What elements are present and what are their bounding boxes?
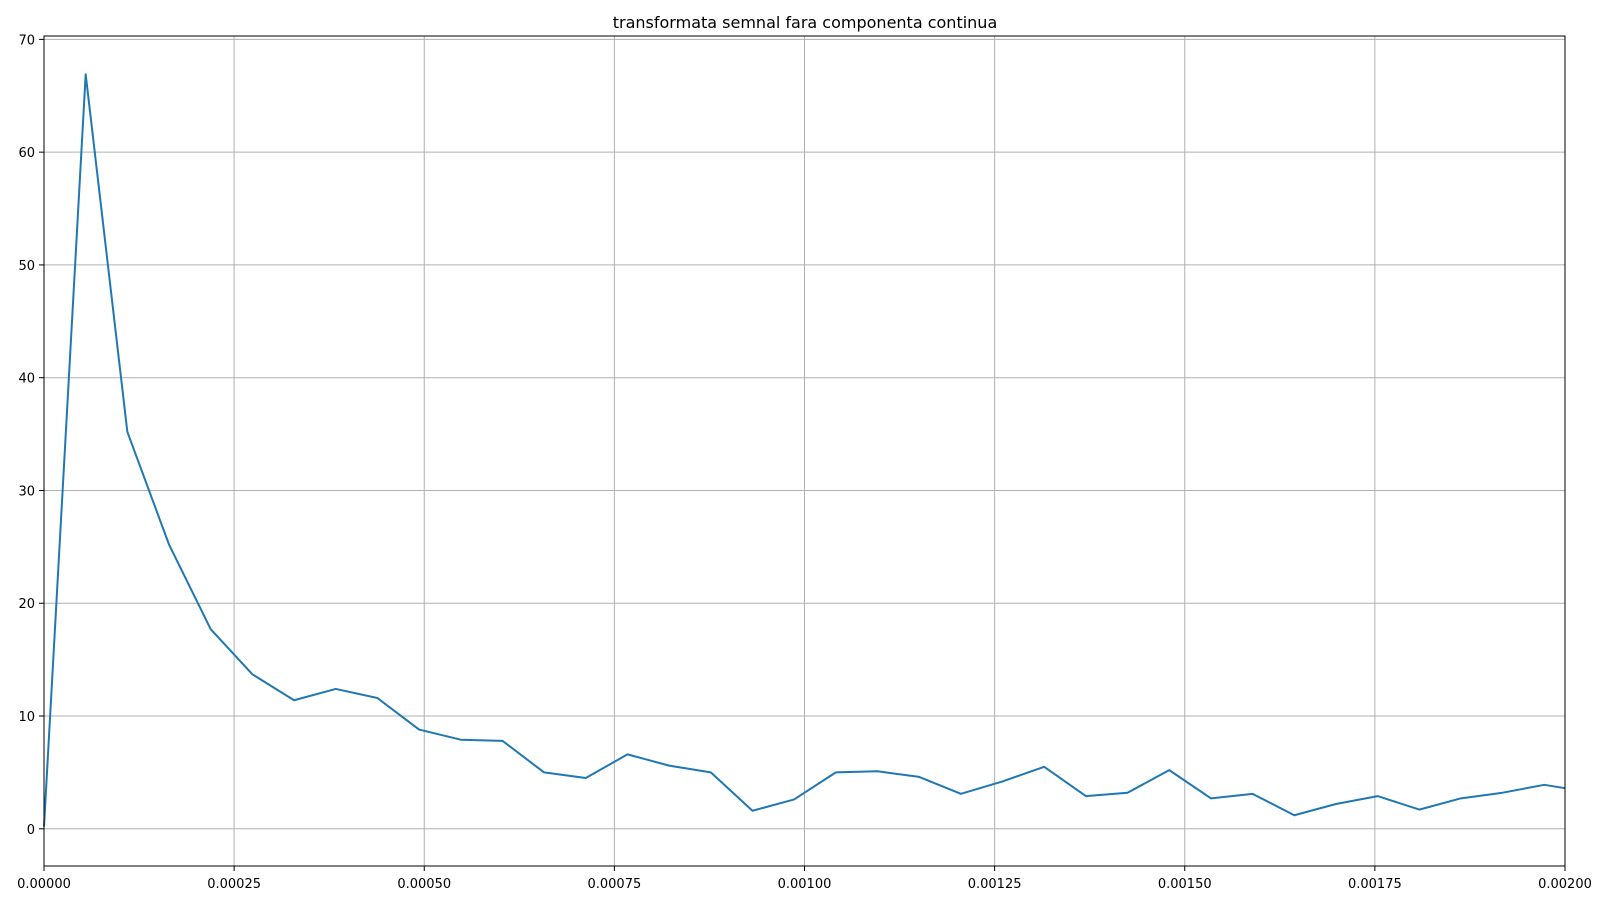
grid <box>44 36 1565 866</box>
x-tick-label: 0.00125 <box>968 877 1022 892</box>
y-tick-label: 50 <box>18 259 35 274</box>
y-tick-label: 40 <box>18 372 35 387</box>
x-tick-label: 0.00150 <box>1158 877 1212 892</box>
x-tick-label: 0.00050 <box>397 877 451 892</box>
x-tick-label: 0.00025 <box>207 877 261 892</box>
x-axis: 0.00000 0.00025 0.00050 0.00075 0.00100 0.001… <box>17 866 1592 892</box>
y-tick-label: 20 <box>18 597 35 612</box>
y-tick-label: 70 <box>18 33 35 48</box>
y-tick-label: 10 <box>18 710 35 725</box>
y-axis: 0 10 20 30 40 50 60 70 <box>18 33 44 837</box>
x-tick-label: 0.00200 <box>1538 877 1592 892</box>
x-tick-label: 0.00075 <box>587 877 641 892</box>
chart-title: transformata semnal fara componenta cont… <box>613 13 998 32</box>
y-tick-label: 0 <box>27 823 35 838</box>
x-tick-label: 0.00000 <box>17 877 71 892</box>
y-tick-label: 30 <box>18 484 35 499</box>
x-tick-label: 0.00175 <box>1348 877 1402 892</box>
x-tick-label: 0.00100 <box>778 877 832 892</box>
y-tick-label: 60 <box>18 146 35 161</box>
